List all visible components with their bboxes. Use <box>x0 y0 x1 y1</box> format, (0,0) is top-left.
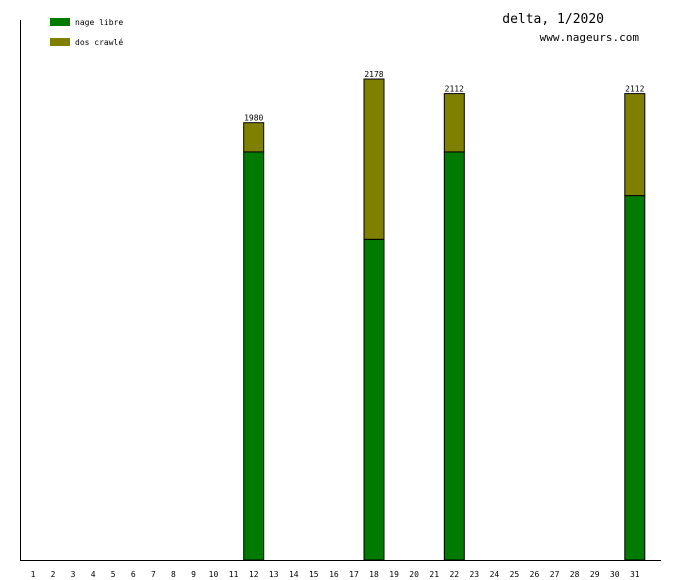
site-url: www.nageurs.com <box>540 31 640 44</box>
bar-total-label: 2112 <box>625 85 644 94</box>
x-tick-label: 3 <box>71 570 76 579</box>
x-tick-label: 30 <box>610 570 620 579</box>
x-tick-labels: 1 2 3 4 5 6 7 8 9 10 11 12 13 14 15 16 17 18 19 20 21 22 23 24 2… <box>31 570 640 579</box>
x-tick-label: 23 <box>469 570 479 579</box>
bar-segment-nage-libre <box>243 151 265 561</box>
x-tick-label: 25 <box>510 570 520 579</box>
x-tick-label: 15 <box>309 570 319 579</box>
bar-segment-nage-libre <box>624 195 646 561</box>
x-tick-label: 5 <box>111 570 116 579</box>
chart-title: delta, 1/2020 <box>502 12 604 27</box>
x-tick-label: 24 <box>490 570 500 579</box>
x-tick-label: 16 <box>329 570 339 579</box>
x-tick-label: 31 <box>630 570 640 579</box>
x-tick-label: 4 <box>91 570 96 579</box>
x-tick-label: 2 <box>51 570 56 579</box>
legend-swatch-nage-libre <box>50 18 70 26</box>
x-tick-label: 1 <box>31 570 36 579</box>
x-tick-label: 12 <box>249 570 259 579</box>
x-tick-label: 28 <box>570 570 580 579</box>
x-tick-label: 13 <box>269 570 279 579</box>
x-tick-label: 18 <box>369 570 379 579</box>
x-tick-label: 20 <box>409 570 419 579</box>
x-tick-label: 26 <box>530 570 540 579</box>
legend: nage libre dos crawlé <box>50 18 123 47</box>
x-tick-label: 14 <box>289 570 299 579</box>
x-tick-label: 17 <box>349 570 359 579</box>
bars-group <box>243 78 646 561</box>
x-tick-label: 8 <box>171 570 176 579</box>
x-tick-label: 27 <box>550 570 560 579</box>
bar-total-label: 1980 <box>244 114 263 123</box>
total-labels: 1980 2178 2112 2112 <box>244 70 645 123</box>
bar-segment-dos-crawle <box>363 78 385 240</box>
legend-label-dos-crawle: dos crawlé <box>75 37 123 47</box>
bar-segment-nage-libre <box>363 238 385 561</box>
x-tick-label: 10 <box>209 570 219 579</box>
bar-segment-dos-crawle <box>443 93 465 153</box>
bar-segment-dos-crawle <box>243 122 265 153</box>
legend-label-nage-libre: nage libre <box>75 18 123 27</box>
x-tick-label: 22 <box>449 570 459 579</box>
x-tick-label: 6 <box>131 570 136 579</box>
bar-total-label: 2112 <box>445 85 464 94</box>
bar-segment-nage-libre <box>443 151 465 561</box>
bar-segment-dos-crawle <box>624 93 646 197</box>
x-tick-label: 21 <box>429 570 439 579</box>
x-tick-label: 7 <box>151 570 156 579</box>
x-tick-label: 29 <box>590 570 600 579</box>
bar-total-label: 2178 <box>364 70 383 79</box>
x-tick-label: 9 <box>191 570 196 579</box>
x-tick-label: 11 <box>229 570 239 579</box>
x-tick-label: 19 <box>389 570 399 579</box>
legend-swatch-dos-crawle <box>50 38 70 46</box>
